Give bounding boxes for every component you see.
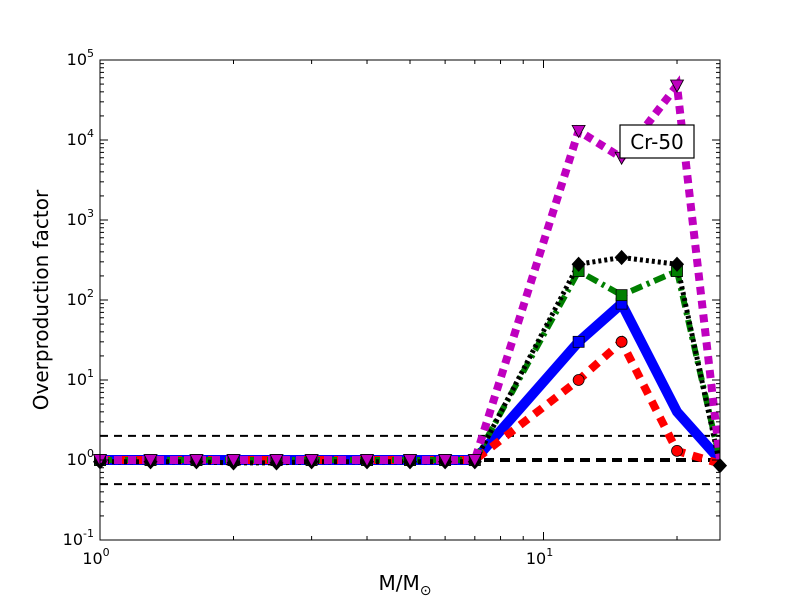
y-tick-label: 101	[67, 367, 94, 389]
plot-frame	[99, 59, 721, 541]
series-3-point	[571, 256, 586, 272]
series-3-point	[614, 249, 629, 266]
x-axis-label: M/M⊙	[379, 571, 432, 599]
y-tick-label: 10-1	[63, 527, 94, 549]
x-tick-label: 100	[82, 546, 109, 568]
y-tick-label: 100	[67, 447, 94, 469]
series-0-point	[572, 335, 585, 348]
series-4-point	[669, 79, 685, 93]
annotation-label: Cr-50	[630, 130, 684, 154]
y-tick-label: 103	[67, 207, 94, 229]
series-markers	[92, 79, 728, 474]
annotation-frame	[619, 124, 695, 159]
series-3-point	[669, 256, 685, 272]
series-4-point	[467, 454, 482, 468]
series-1-point	[572, 374, 585, 386]
series-4-point	[143, 454, 158, 468]
series-lines	[100, 75, 720, 468]
y-tick-label: 104	[67, 127, 94, 149]
y-tick-label: 105	[67, 47, 94, 69]
y-tick-label: 102	[67, 287, 94, 309]
y-axis-label: Overproduction factor	[29, 189, 53, 410]
annotation-box: Cr-50	[619, 124, 695, 159]
series-4-point	[402, 454, 418, 468]
series-2-point	[615, 289, 628, 302]
series-4-point	[359, 454, 375, 468]
series-4-point	[269, 454, 284, 468]
x-axis-label-subscript: ⊙	[420, 583, 432, 599]
x-tick-label: 101	[526, 546, 553, 568]
series-4-point	[571, 124, 586, 139]
series-4-point	[437, 454, 453, 468]
series-1-point	[615, 335, 628, 348]
series-4-line	[100, 75, 720, 464]
series-4-point	[189, 454, 204, 468]
series-4-point	[226, 454, 241, 468]
series-1-point	[671, 444, 683, 457]
series-4-point	[304, 454, 319, 468]
